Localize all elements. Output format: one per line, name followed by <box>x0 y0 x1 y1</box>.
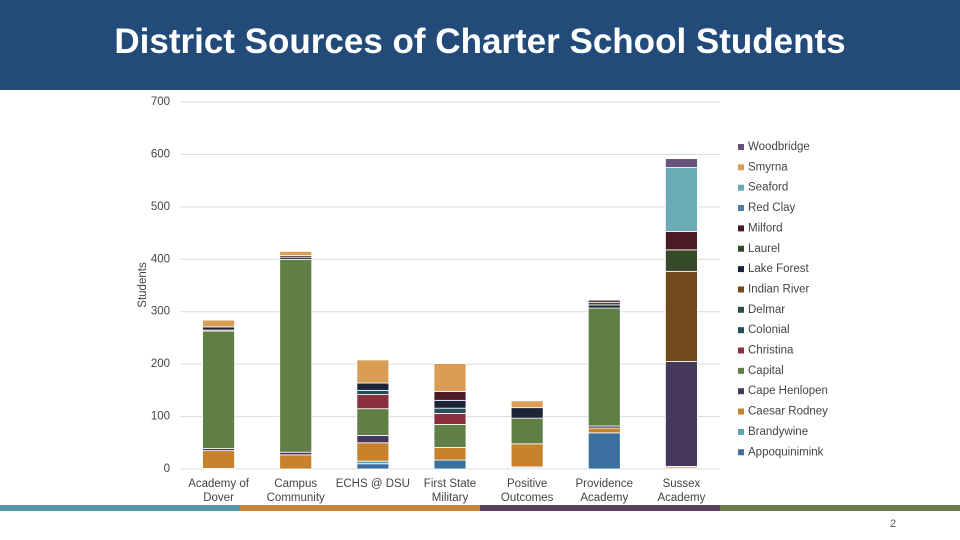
legend-label: Christina <box>748 345 794 357</box>
bar-segment <box>433 399 467 409</box>
y-tick-label: 100 <box>151 411 170 423</box>
x-tick-label: Campus Community <box>266 478 325 504</box>
bar-segment <box>587 432 621 470</box>
bar-segment <box>510 400 544 409</box>
bar-segment <box>202 450 235 469</box>
footer-strip <box>240 505 480 511</box>
bar-segment <box>279 454 313 470</box>
footer-strip <box>480 505 720 511</box>
legend-label: Colonial <box>748 324 790 336</box>
x-tick-label: First State Military <box>423 478 477 504</box>
bar-segment <box>587 307 621 427</box>
footer-strip <box>720 505 960 511</box>
footer-strip <box>0 505 240 511</box>
y-axis-label: Students <box>137 262 149 308</box>
legend-label: Laurel <box>748 243 780 255</box>
slide-number: 2 <box>890 518 897 530</box>
legend-label: Seaford <box>748 182 788 194</box>
legend-label: Milford <box>748 222 783 234</box>
legend-label: Brandywine <box>748 426 808 438</box>
bar-segment <box>356 389 390 395</box>
bar-segment <box>356 442 390 462</box>
legend-label: Capital <box>748 365 784 377</box>
bar-segment <box>665 361 698 467</box>
bar-segment <box>433 459 467 470</box>
bar-segment <box>433 413 467 425</box>
bar-segment <box>510 417 544 445</box>
bar-segment <box>356 435 390 444</box>
y-tick-label: 600 <box>151 148 170 160</box>
x-tick-label: ECHS @ DSU <box>335 478 410 490</box>
legend-label: Indian River <box>748 283 810 295</box>
legend-swatch <box>738 347 744 354</box>
legend-label: Lake Forest <box>748 263 810 275</box>
bar-segment <box>356 463 390 470</box>
legend-swatch <box>738 205 744 212</box>
legend-label: Cape Henlopen <box>748 385 828 397</box>
bar-segment <box>356 359 390 384</box>
y-tick-label: 200 <box>151 358 170 370</box>
bar-segment <box>279 258 313 453</box>
bar-segment <box>665 167 698 232</box>
bar-segment <box>202 319 235 328</box>
slide-title: District Sources of Charter School Stude… <box>114 22 846 61</box>
bar-segment <box>433 363 467 392</box>
y-tick-label: 300 <box>151 306 170 318</box>
legend-swatch <box>738 388 744 395</box>
bar-segment <box>202 330 235 449</box>
legend-label: Delmar <box>748 304 785 316</box>
bar-segment <box>433 391 467 401</box>
bar-segment <box>665 231 698 251</box>
bar-segment <box>356 408 390 436</box>
bar-segment <box>587 299 621 303</box>
x-tick-label: Positive Outcomes <box>500 478 554 504</box>
y-tick-label: 500 <box>151 201 170 213</box>
y-tick-label: 700 <box>151 96 170 108</box>
bar-segment <box>433 447 467 461</box>
legend-swatch <box>738 225 744 232</box>
x-tick-label: Sussex Academy <box>657 478 706 504</box>
x-tick-label: Academy of Dover <box>188 478 249 504</box>
bar-segment <box>587 304 621 309</box>
bar-segment <box>356 382 390 391</box>
bar-segment <box>433 407 467 414</box>
legend-swatch <box>738 327 744 334</box>
legend-swatch <box>738 449 744 456</box>
bar-segment <box>433 424 467 448</box>
bar-segment <box>510 407 544 419</box>
legend-label: Smyrna <box>748 161 788 173</box>
legend-label: Woodbridge <box>748 141 810 153</box>
header <box>0 0 960 90</box>
legend-label: Caesar Rodney <box>748 406 828 418</box>
legend-label: Red Clay <box>748 202 796 214</box>
legend-label: Appoquinimink <box>748 446 824 458</box>
legend-swatch <box>738 245 744 252</box>
y-tick-label: 400 <box>151 253 170 265</box>
bar-segment <box>510 443 544 468</box>
y-tick-label: 0 <box>164 463 170 475</box>
x-tick-label: Providence Academy <box>575 478 634 504</box>
bar-segment <box>356 394 390 410</box>
legend-swatch <box>738 428 744 435</box>
bar-segment <box>202 326 235 331</box>
bar-segment <box>665 270 698 362</box>
legend-swatch <box>738 266 744 273</box>
bar-segment <box>665 158 698 168</box>
legend-swatch <box>738 367 744 374</box>
legend-swatch <box>738 408 744 415</box>
bar-segment <box>587 427 621 434</box>
legend-swatch <box>738 184 744 191</box>
bar-segment <box>279 251 313 257</box>
bar-segment <box>665 249 698 272</box>
legend-swatch <box>738 144 744 150</box>
legend-swatch <box>738 164 744 171</box>
legend-swatch <box>738 286 744 293</box>
legend-swatch <box>738 306 744 313</box>
